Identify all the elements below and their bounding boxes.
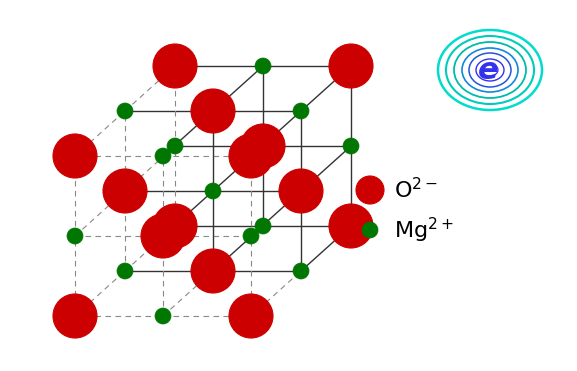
Circle shape: [191, 89, 235, 133]
Circle shape: [293, 103, 309, 119]
Circle shape: [279, 169, 323, 213]
Text: $\mathrm{Mg}^{2+}$: $\mathrm{Mg}^{2+}$: [394, 216, 454, 244]
Circle shape: [153, 204, 197, 248]
Circle shape: [117, 263, 133, 279]
Circle shape: [356, 176, 384, 204]
Circle shape: [241, 124, 285, 168]
Circle shape: [329, 204, 373, 248]
Circle shape: [229, 134, 273, 178]
Circle shape: [117, 103, 133, 119]
Circle shape: [155, 308, 171, 324]
Text: e: e: [478, 56, 499, 85]
Circle shape: [255, 218, 271, 234]
Circle shape: [343, 138, 359, 154]
Circle shape: [205, 183, 221, 199]
Circle shape: [362, 222, 378, 238]
Circle shape: [53, 294, 97, 338]
Circle shape: [141, 214, 185, 258]
Circle shape: [103, 169, 147, 213]
Circle shape: [229, 294, 273, 338]
Circle shape: [153, 44, 197, 88]
Circle shape: [53, 134, 97, 178]
Circle shape: [67, 228, 83, 244]
Circle shape: [293, 263, 309, 279]
Circle shape: [243, 228, 259, 244]
Circle shape: [155, 148, 171, 164]
Circle shape: [255, 58, 271, 74]
Circle shape: [329, 44, 373, 88]
Text: $\mathrm{O}^{2-}$: $\mathrm{O}^{2-}$: [394, 177, 438, 203]
Circle shape: [167, 138, 183, 154]
Circle shape: [191, 249, 235, 293]
